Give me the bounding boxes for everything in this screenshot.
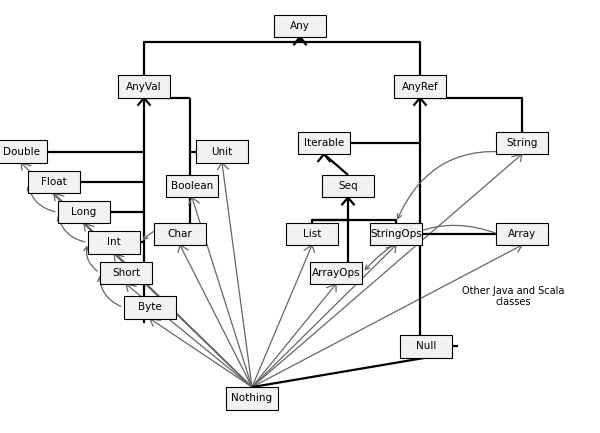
FancyBboxPatch shape: [0, 140, 47, 163]
Text: Boolean: Boolean: [171, 181, 213, 191]
Text: Any: Any: [290, 21, 310, 31]
FancyBboxPatch shape: [118, 75, 170, 98]
FancyBboxPatch shape: [88, 231, 140, 254]
FancyBboxPatch shape: [298, 132, 350, 154]
Text: Short: Short: [112, 268, 140, 278]
FancyBboxPatch shape: [100, 262, 152, 284]
FancyBboxPatch shape: [496, 223, 548, 245]
FancyBboxPatch shape: [166, 175, 218, 197]
Text: Byte: Byte: [138, 302, 162, 313]
Text: Other Java and Scala
classes: Other Java and Scala classes: [462, 286, 564, 307]
Text: AnyVal: AnyVal: [126, 81, 162, 92]
FancyBboxPatch shape: [226, 387, 278, 410]
FancyBboxPatch shape: [394, 75, 446, 98]
Text: String: String: [506, 138, 538, 148]
Text: Long: Long: [71, 207, 97, 217]
Text: Unit: Unit: [211, 146, 233, 157]
FancyBboxPatch shape: [124, 296, 176, 319]
FancyBboxPatch shape: [154, 223, 206, 245]
Text: Iterable: Iterable: [304, 138, 344, 148]
FancyBboxPatch shape: [28, 171, 80, 193]
FancyBboxPatch shape: [274, 15, 326, 37]
Text: Char: Char: [167, 229, 193, 239]
Text: Null: Null: [416, 341, 436, 352]
FancyBboxPatch shape: [400, 335, 452, 358]
Text: StringOps: StringOps: [370, 229, 422, 239]
FancyBboxPatch shape: [370, 223, 422, 245]
Text: List: List: [303, 229, 321, 239]
FancyBboxPatch shape: [286, 223, 338, 245]
Text: Float: Float: [41, 177, 67, 187]
Text: AnyRef: AnyRef: [401, 81, 439, 92]
Text: Int: Int: [107, 237, 121, 248]
FancyBboxPatch shape: [496, 132, 548, 154]
FancyBboxPatch shape: [196, 140, 248, 163]
Text: Seq: Seq: [338, 181, 358, 191]
Text: Double: Double: [2, 146, 40, 157]
Text: Array: Array: [508, 229, 536, 239]
Text: Nothing: Nothing: [232, 393, 272, 404]
FancyBboxPatch shape: [58, 201, 110, 223]
FancyBboxPatch shape: [310, 262, 362, 284]
FancyBboxPatch shape: [322, 175, 374, 197]
Text: ArrayOps: ArrayOps: [311, 268, 361, 278]
